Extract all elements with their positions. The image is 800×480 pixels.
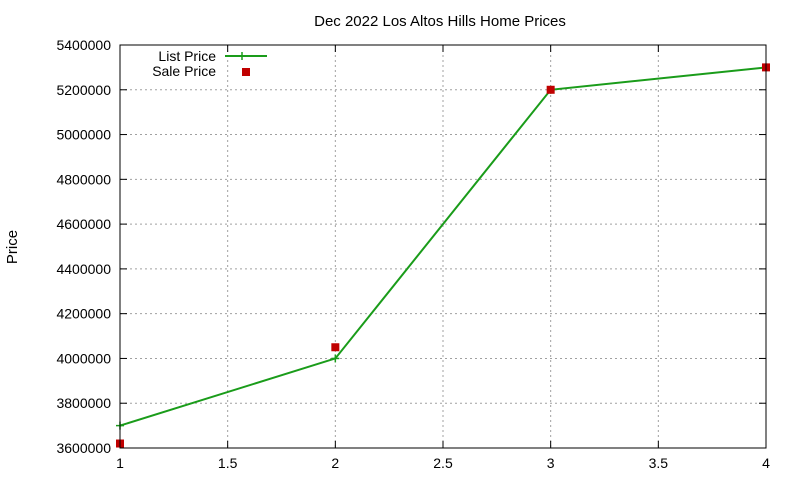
y-axis-label: Price (4, 230, 21, 264)
x-tick-label: 2 (331, 455, 339, 471)
list-price-point (331, 354, 340, 363)
list-price-line (119, 66, 767, 427)
sale-price-point (331, 343, 340, 352)
y-tick-label: 4200000 (56, 306, 111, 322)
sale-price-point (546, 85, 555, 94)
y-tick-label: 5000000 (56, 127, 111, 143)
y-tick-label: 4600000 (56, 216, 111, 232)
y-tick-label: 5400000 (56, 37, 111, 53)
y-tick-label: 4400000 (56, 261, 111, 277)
axis-ticks: 1 1.5 2 2.5 3 3.5 4 3600000 3800000 4000000 420000… (56, 37, 770, 471)
y-tick-label: 3600000 (56, 440, 111, 456)
y-tick-label: 4000000 (56, 350, 111, 366)
legend-label-list-price: List Price (158, 48, 216, 64)
legend-label-sale-price: Sale Price (152, 63, 216, 79)
y-tick-label: 3800000 (56, 395, 111, 411)
x-tick-label: 3 (547, 455, 555, 471)
grid-lines (120, 45, 766, 448)
chart-title: Dec 2022 Los Altos Hills Home Prices (314, 13, 566, 30)
x-tick-label: 3.5 (649, 455, 669, 471)
plot-frame (119, 44, 767, 449)
x-tick-label: 1 (116, 455, 124, 471)
legend-swatch-sale-price (242, 68, 250, 76)
y-tick-label: 4800000 (56, 171, 111, 187)
x-tick-label: 2.5 (433, 455, 453, 471)
x-tick-label: 4 (762, 455, 770, 471)
x-tick-label: 1.5 (218, 455, 238, 471)
y-tick-label: 5200000 (56, 82, 111, 98)
